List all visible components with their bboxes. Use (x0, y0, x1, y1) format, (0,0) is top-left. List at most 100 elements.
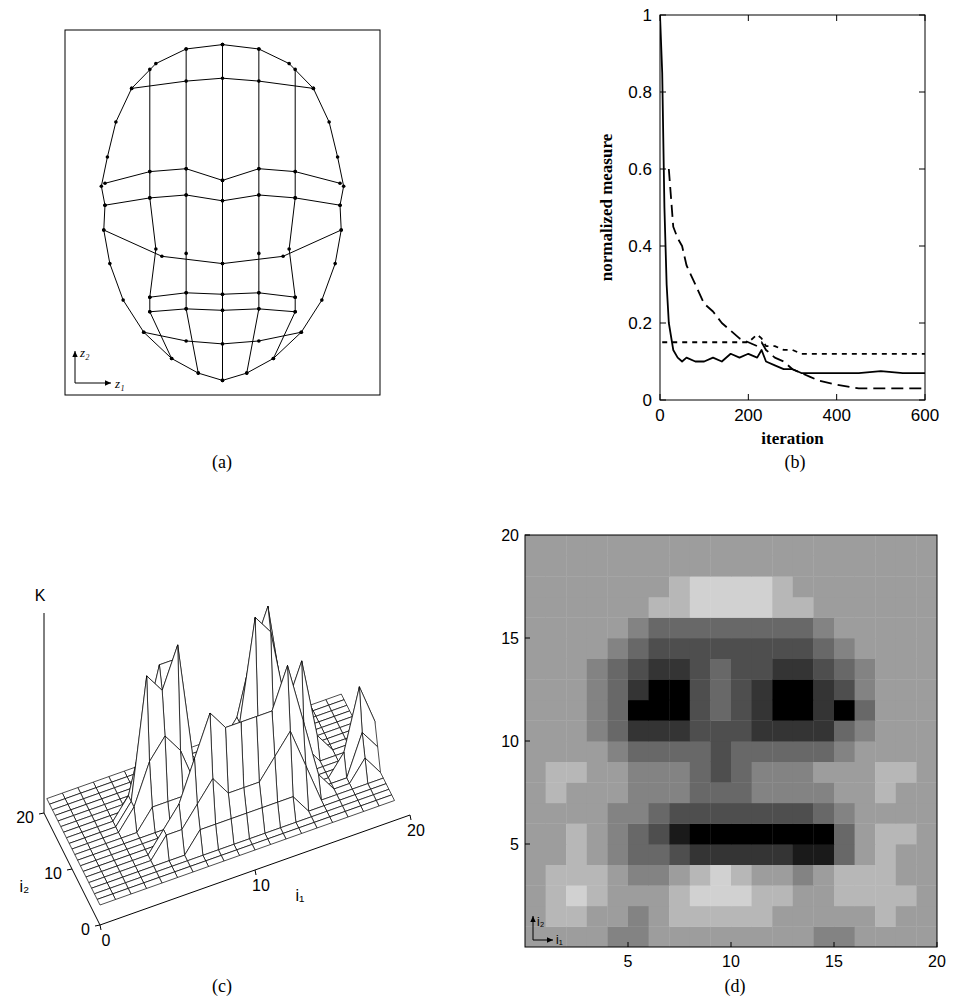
heat-cell (834, 906, 855, 927)
mesh-node (299, 330, 303, 334)
heat-cell (649, 638, 670, 659)
heat-cell (628, 576, 649, 597)
heat-cell (896, 700, 917, 721)
mesh-node (184, 339, 188, 343)
heat-cell (731, 679, 752, 700)
heat-cell (525, 597, 546, 618)
heat-cell (587, 885, 608, 906)
heat-cell (607, 865, 628, 886)
mesh-node (221, 262, 225, 266)
surface-quad (345, 806, 363, 817)
mesh-node (102, 228, 106, 232)
heat-cell (587, 926, 608, 947)
heat-cell (793, 617, 814, 638)
heat-cell (731, 659, 752, 680)
heat-cell (649, 535, 670, 556)
series-line (222, 45, 223, 381)
axis-title-y: i₂ (20, 878, 30, 895)
heat-cell (587, 700, 608, 721)
mesh-node (299, 330, 303, 334)
heat-cell (690, 617, 711, 638)
heat-cell (834, 803, 855, 824)
x-tick (748, 394, 749, 400)
heat-cell (566, 638, 587, 659)
heat-cell (793, 741, 814, 762)
mesh-node (148, 295, 152, 299)
panel-label: (b) (785, 452, 806, 473)
mesh-node (154, 62, 158, 66)
heat-cell (546, 762, 567, 783)
mesh-node (293, 196, 297, 200)
heat-cell (813, 926, 834, 947)
mesh-node (221, 292, 225, 296)
heat-cell (731, 720, 752, 741)
heat-cell (772, 803, 793, 824)
heat-cell (731, 865, 752, 886)
panel-label: (d) (725, 976, 746, 997)
heat-cell (690, 844, 711, 865)
heat-cell (649, 576, 670, 597)
heat-cell (669, 679, 690, 700)
surface-quad (268, 833, 286, 844)
heat-cell (834, 926, 855, 947)
heat-cell (752, 638, 773, 659)
heat-cell (649, 617, 670, 638)
heat-cell (690, 597, 711, 618)
heat-cell (525, 782, 546, 803)
heat-cell (607, 556, 628, 577)
heat-cell (669, 885, 690, 906)
mesh-node (160, 254, 164, 258)
heat-cell (793, 597, 814, 618)
heat-cell (813, 556, 834, 577)
mesh-node (170, 357, 174, 361)
heat-cell (916, 803, 937, 824)
heat-cell (628, 700, 649, 721)
heat-cell (752, 803, 773, 824)
y-tick (660, 15, 666, 16)
heat-cell (875, 597, 896, 618)
heat-cell (875, 556, 896, 577)
surface (47, 606, 395, 905)
heat-cell (710, 844, 731, 865)
heat-cell (875, 659, 896, 680)
heat-cell (669, 576, 690, 597)
x-tick (834, 942, 835, 947)
heat-cell (525, 720, 546, 741)
heat-cell (731, 597, 752, 618)
heat-cell (793, 762, 814, 783)
z-axis (44, 613, 45, 813)
heat-cell (690, 885, 711, 906)
heat-cell (855, 638, 876, 659)
heat-cell (896, 576, 917, 597)
heat-cell (752, 659, 773, 680)
heat-cell (916, 700, 937, 721)
series-line (150, 309, 295, 312)
heat-cell (525, 741, 546, 762)
heat-cell (649, 741, 670, 762)
axis-title-x: i₁ (296, 887, 305, 904)
heat-cell (566, 535, 587, 556)
series-line (669, 169, 925, 388)
y-tick-label: 20 (16, 809, 34, 826)
heat-cell (793, 679, 814, 700)
heat-cell (731, 617, 752, 638)
mesh-node (338, 203, 342, 207)
heat-cell (669, 741, 690, 762)
heat-cell (607, 679, 628, 700)
heat-cell (772, 823, 793, 844)
heat-cell (772, 844, 793, 865)
y-tick-label: 20 (501, 527, 519, 544)
heat-cell (525, 865, 546, 886)
heat-cell (710, 638, 731, 659)
heat-cell (772, 597, 793, 618)
y-tick (919, 400, 925, 401)
heat-cell (772, 659, 793, 680)
heat-cell (813, 782, 834, 803)
heat-cell (607, 638, 628, 659)
heat-cell (566, 844, 587, 865)
heat-cell (649, 926, 670, 947)
surface-quad (376, 795, 394, 806)
heat-cell (690, 556, 711, 577)
heat-cell (566, 803, 587, 824)
mesh-node (221, 199, 225, 203)
